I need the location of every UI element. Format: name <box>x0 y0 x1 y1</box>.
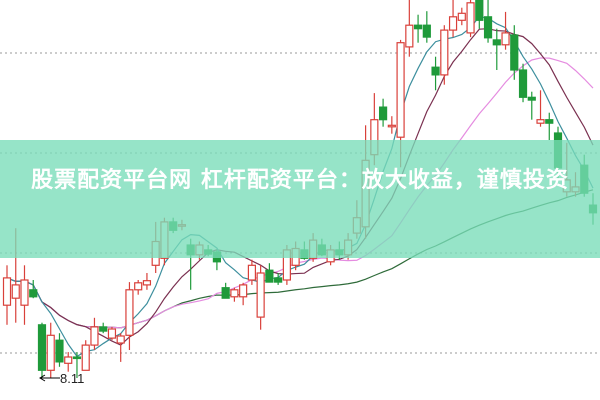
candle-body <box>527 96 536 101</box>
candle-body <box>81 344 90 371</box>
candle-body <box>545 119 554 124</box>
candle-body <box>536 119 545 124</box>
candle-body <box>37 324 47 371</box>
candle-body <box>230 289 239 298</box>
candle-body <box>431 66 440 76</box>
candle-body <box>405 24 414 48</box>
candle-body <box>107 328 117 339</box>
arrow-head-icon <box>39 374 46 382</box>
candle-body <box>142 280 152 286</box>
candle-body <box>90 326 99 346</box>
candle-body <box>2 277 12 306</box>
candle-body <box>510 34 519 71</box>
candle-body <box>221 287 230 299</box>
candle-body <box>492 39 501 46</box>
candle-body <box>475 0 484 21</box>
candle-body <box>20 279 29 306</box>
candle-body <box>413 24 423 30</box>
candle-body <box>256 272 265 318</box>
candle-body <box>125 289 134 336</box>
candle-body <box>72 356 82 360</box>
candle-body <box>29 289 38 298</box>
candle-body <box>239 284 248 298</box>
banner-text: 股票配资平台网 杠杆配资平台：放大收益，谨慎投资 <box>31 168 569 193</box>
candle-body <box>64 356 73 364</box>
ma10-line <box>6 28 594 346</box>
candle-body <box>99 326 108 332</box>
candle-body <box>247 264 256 281</box>
candle-body <box>518 69 528 98</box>
candle-body <box>134 282 143 291</box>
candle-body <box>396 42 405 138</box>
candle-body <box>501 32 510 46</box>
candle-body <box>46 334 55 371</box>
banner-overlay <box>0 140 600 258</box>
candle-body <box>457 12 466 21</box>
low-price-label: 8.11 <box>60 371 84 386</box>
candle-body <box>265 269 274 283</box>
candle-body <box>11 284 20 299</box>
low-price-value: 8.11 <box>60 371 85 386</box>
candle-body <box>440 29 449 76</box>
candle-body <box>55 339 64 363</box>
ma5-line <box>6 16 594 358</box>
candle-body <box>422 24 431 38</box>
candle-body <box>483 16 493 39</box>
candle-body <box>116 335 125 344</box>
candle-body <box>448 16 458 31</box>
candle-body <box>378 106 388 121</box>
candle-body <box>466 2 475 34</box>
candle-body <box>274 277 283 283</box>
candle-body <box>387 124 396 128</box>
